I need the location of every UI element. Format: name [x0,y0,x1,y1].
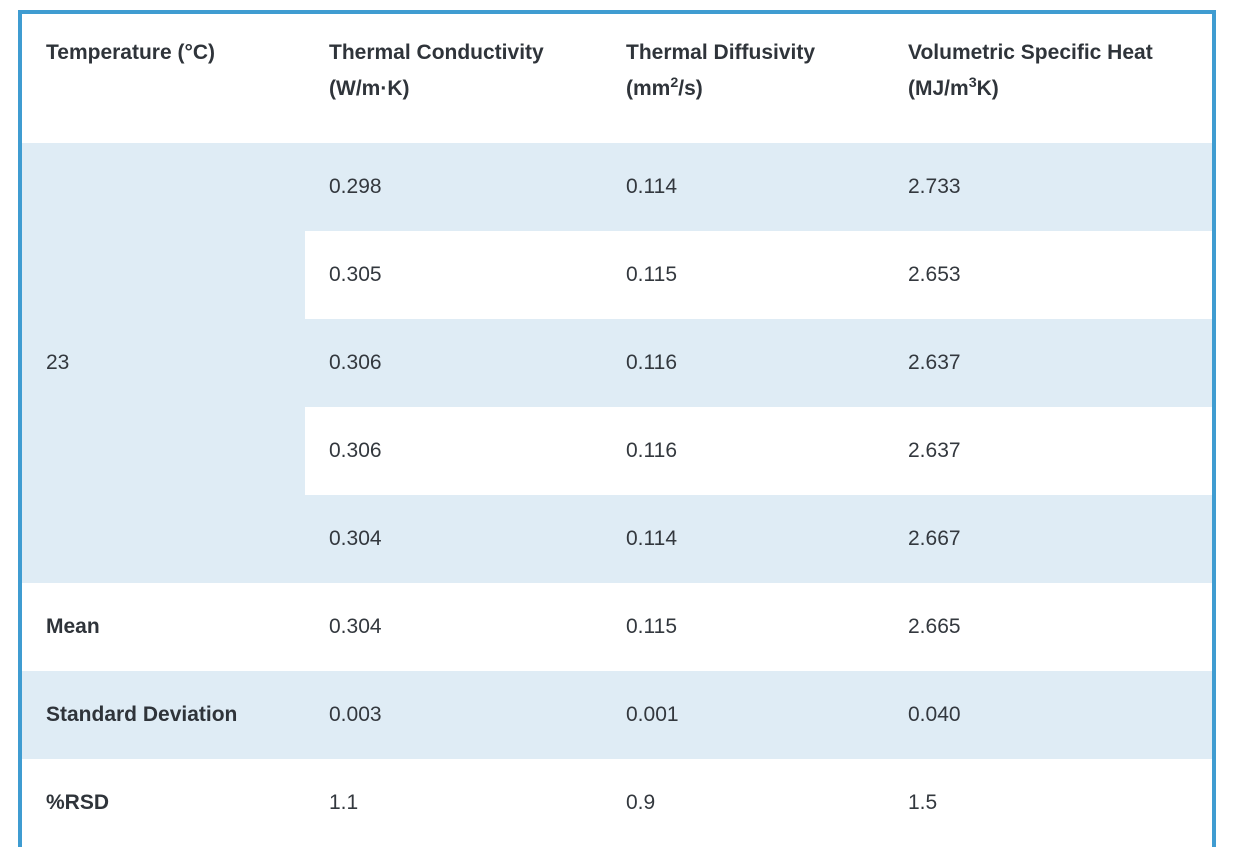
conductivity-cell: 1.1 [305,759,602,847]
measurement-row: 23 0.298 0.114 2.733 [22,143,1212,583]
col-header-unit: (MJ/m3K) [908,75,999,100]
diffusivity-cell: 0.001 [602,671,884,759]
diffusivity-cell: 0.9 [602,759,884,847]
summary-label-cell: Standard Deviation [22,671,305,759]
thermal-properties-table: Temperature (°C) Thermal Conductivity (W… [18,10,1216,847]
summary-row-rsd: %RSD 1.1 0.9 1.5 [22,759,1212,847]
conductivity-cell: 0.304 [305,495,602,583]
header-row: Temperature (°C) Thermal Conductivity (W… [22,14,1212,143]
conductivity-cell: 0.305 [305,231,602,319]
conductivity-cell: 0.306 [305,407,602,495]
diffusivity-cell: 0.114 [602,495,884,583]
measurement-row: 0.306 0.116 2.637 [22,407,1212,495]
diffusivity-cell: 0.116 [602,319,884,407]
specific-heat-cell: 1.5 [884,759,1212,847]
col-header-label: Thermal Conductivity [329,41,544,64]
measurement-row: 0.304 0.114 2.667 [22,495,1212,583]
summary-label-cell: Mean [22,583,305,671]
measurement-row: 0.305 0.115 2.653 [22,231,1212,319]
col-header-label: Thermal Diffusivity [626,41,816,64]
specific-heat-cell: 2.667 [884,495,1212,583]
summary-row-standard-deviation: Standard Deviation 0.003 0.001 0.040 [22,671,1212,759]
col-header-label: Volumetric Specific Heat [908,41,1153,64]
measurements-table: Temperature (°C) Thermal Conductivity (W… [22,14,1212,847]
conductivity-cell: 0.298 [305,143,602,231]
specific-heat-cell: 2.637 [884,407,1212,495]
summary-label-cell: %RSD [22,759,305,847]
specific-heat-cell: 2.665 [884,583,1212,671]
specific-heat-cell: 2.637 [884,319,1212,407]
superscript: 3 [968,75,977,91]
diffusivity-cell: 0.115 [602,231,884,319]
conductivity-cell: 0.003 [305,671,602,759]
col-header-unit: (mm2/s) [626,75,703,100]
temperature-cell: 23 [22,143,305,583]
diffusivity-cell: 0.115 [602,583,884,671]
diffusivity-cell: 0.114 [602,143,884,231]
diffusivity-cell: 0.116 [602,407,884,495]
col-header-unit: (W/m·K) [329,77,410,100]
specific-heat-cell: 0.040 [884,671,1212,759]
col-header-temperature: Temperature (°C) [22,14,305,143]
conductivity-cell: 0.306 [305,319,602,407]
specific-heat-cell: 2.733 [884,143,1212,231]
superscript: 2 [670,75,679,91]
col-header-thermal-conductivity: Thermal Conductivity (W/m·K) [305,14,602,143]
conductivity-cell: 0.304 [305,583,602,671]
summary-row-mean: Mean 0.304 0.115 2.665 [22,583,1212,671]
col-header-label: Temperature (°C) [46,41,216,64]
col-header-thermal-diffusivity: Thermal Diffusivity (mm2/s) [602,14,884,143]
specific-heat-cell: 2.653 [884,231,1212,319]
measurement-row: 0.306 0.116 2.637 [22,319,1212,407]
col-header-volumetric-specific-heat: Volumetric Specific Heat (MJ/m3K) [884,14,1212,143]
